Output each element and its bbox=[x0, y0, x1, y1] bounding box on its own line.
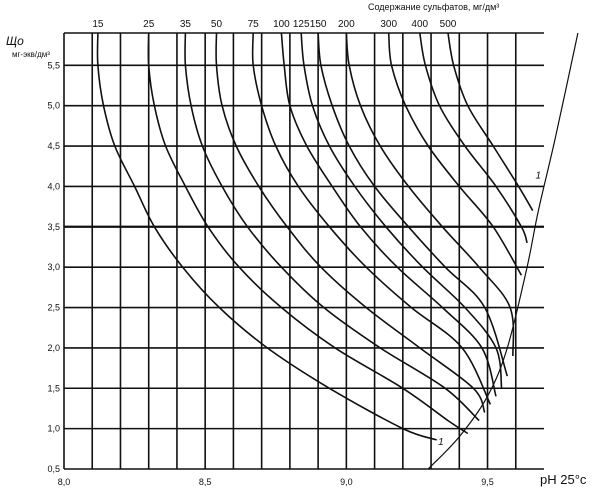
y-tick-label: 3,0 bbox=[47, 262, 60, 272]
curve-75 bbox=[251, 32, 492, 405]
y-tick-label: 2,0 bbox=[47, 343, 60, 353]
curve-500 bbox=[447, 32, 534, 211]
concentration-label: 35 bbox=[180, 19, 192, 30]
x-tick-label: 8,5 bbox=[199, 477, 212, 487]
y-tick-label: 1,5 bbox=[47, 383, 60, 393]
curve-150 bbox=[317, 32, 509, 377]
y-tick-label: 2,5 bbox=[47, 303, 60, 313]
concentration-label: 400 bbox=[411, 19, 428, 30]
y-tick-label: 0,5 bbox=[47, 464, 60, 474]
x-tick-label: 8,0 bbox=[58, 477, 71, 487]
curve-400 bbox=[419, 32, 528, 244]
concentration-label: 75 bbox=[248, 19, 260, 30]
curve-200 bbox=[345, 32, 515, 357]
y-tick-label: 1,0 bbox=[47, 424, 60, 434]
boundary-curve-group bbox=[427, 32, 579, 470]
concentration-label: 25 bbox=[143, 19, 155, 30]
concentration-label: 500 bbox=[440, 19, 457, 30]
concentration-label: 200 bbox=[338, 19, 355, 30]
curve-25 bbox=[147, 32, 469, 435]
chart-labels: 0,5 1,0 1,5 2,0 2,5 3,0 3,5 4,0 4,5 5,0 5,5 8,0 8,5 9… bbox=[47, 19, 541, 487]
y-axis-title: Що bbox=[6, 34, 24, 48]
concentration-label: 50 bbox=[211, 19, 223, 30]
boundary-curve bbox=[427, 32, 579, 470]
concentration-label: 125 bbox=[293, 19, 310, 30]
y-tick-label: 4,0 bbox=[47, 181, 60, 191]
chart-grid bbox=[63, 32, 544, 470]
x-tick-label: 9,5 bbox=[481, 477, 494, 487]
x-axis-title: pH 25°c bbox=[540, 472, 587, 487]
curve-35 bbox=[184, 32, 480, 422]
y-tick-label: 3,5 bbox=[47, 222, 60, 232]
y-axis-unit: мг-экв/дм³ bbox=[12, 50, 50, 59]
concentration-label: 300 bbox=[380, 19, 397, 30]
concentration-label: 100 bbox=[273, 19, 290, 30]
y-tick-label: 5,5 bbox=[47, 60, 60, 70]
concentration-label: 150 bbox=[310, 19, 327, 30]
y-tick-label: 5,0 bbox=[47, 101, 60, 111]
top-title: Содержание сульфатов, мг/дм³ bbox=[368, 2, 499, 12]
curve-100 bbox=[280, 32, 497, 397]
concentration-label: 15 bbox=[92, 19, 104, 30]
concentration-curves bbox=[96, 32, 534, 441]
curve-label-upper: 1 bbox=[536, 170, 542, 181]
curve-15 bbox=[96, 32, 437, 441]
curve-50 bbox=[215, 32, 486, 413]
curve-300 bbox=[387, 32, 523, 276]
y-tick-label: 4,5 bbox=[47, 141, 60, 151]
curve-125 bbox=[300, 32, 503, 389]
x-tick-label: 9,0 bbox=[340, 477, 353, 487]
curve-label-lower: 1 bbox=[438, 437, 444, 448]
